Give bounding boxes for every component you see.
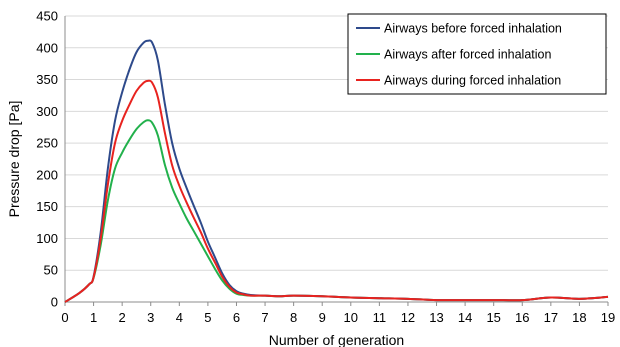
y-tick-label: 350	[36, 72, 58, 87]
x-tick-label: 11	[373, 310, 387, 325]
legend-label-0: Airways before forced inhalation	[384, 22, 562, 36]
y-tick-label: 400	[36, 40, 58, 55]
x-tick-labels: 0 1 2 3 4 5 6 7 8 9 10 11 12 13 14 15 16 17 18 19	[61, 310, 615, 325]
x-tick-label: 18	[572, 310, 586, 325]
y-tick-label: 50	[44, 263, 58, 278]
series-lines	[64, 39, 609, 303]
x-tick-label: 2	[119, 310, 126, 325]
x-tick-label: 19	[601, 310, 615, 325]
x-tick-label: 5	[204, 310, 211, 325]
legend-label-2: Airways during forced inhalation	[384, 74, 561, 88]
x-tick-label: 12	[401, 310, 415, 325]
y-tick-label: 200	[36, 167, 58, 182]
y-tick-label: 0	[51, 295, 58, 310]
axes	[64, 16, 609, 306]
x-tick-label: 8	[290, 310, 297, 325]
y-tick-label: 250	[36, 136, 58, 151]
y-axis-title: Pressure drop [Pa]	[6, 101, 22, 218]
y-tick-label: 450	[36, 9, 58, 24]
x-tick-label: 4	[176, 310, 183, 325]
x-tick-label: 16	[515, 310, 529, 325]
x-tick-label: 1	[90, 310, 97, 325]
grid-lines	[65, 15, 608, 271]
y-tick-label: 100	[36, 231, 58, 246]
x-tick-label: 13	[429, 310, 443, 325]
legend: Airways before forced inhalation Airways …	[347, 13, 607, 95]
y-tick-label: 150	[36, 199, 58, 214]
x-tick-label: 0	[61, 310, 68, 325]
series-line-1	[64, 119, 609, 303]
x-tick-label: 15	[486, 310, 500, 325]
legend-label-1: Airways after forced inhalation	[384, 48, 551, 62]
x-tick-label: 6	[233, 310, 240, 325]
legend-box	[347, 13, 607, 95]
y-tick-labels: 0 50 100 150 200 250 300 350 400 450	[36, 9, 58, 310]
x-tick-label: 7	[261, 310, 268, 325]
series-line-2	[64, 79, 609, 303]
x-tick-label: 9	[319, 310, 326, 325]
x-tick-label: 10	[344, 310, 358, 325]
x-tick-label: 3	[147, 310, 154, 325]
y-tick-label: 300	[36, 104, 58, 119]
x-tick-label: 17	[544, 310, 558, 325]
x-tick-label: 14	[458, 310, 472, 325]
x-axis-title: Number of generation	[269, 332, 404, 347]
